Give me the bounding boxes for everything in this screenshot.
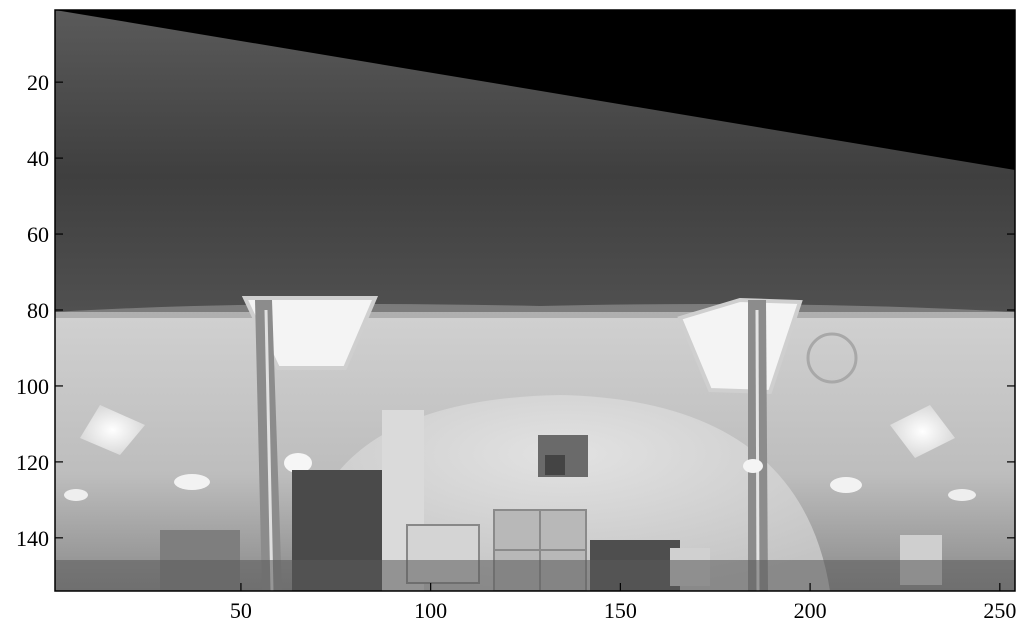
small-light bbox=[743, 459, 763, 473]
small-light bbox=[174, 474, 210, 490]
x-tick-label: 100 bbox=[414, 598, 447, 623]
small-light bbox=[64, 489, 88, 501]
x-tick-label: 150 bbox=[604, 598, 637, 623]
left-ceiling-light bbox=[80, 405, 145, 455]
x-axis: 50 100 150 200 250 bbox=[230, 10, 1016, 623]
y-tick-label: 140 bbox=[16, 526, 49, 551]
round-vent bbox=[806, 332, 858, 384]
image-content bbox=[55, 10, 1015, 591]
x-tick-label: 200 bbox=[794, 598, 827, 623]
y-tick-label: 60 bbox=[27, 222, 49, 247]
right-pendant-light bbox=[677, 297, 803, 395]
black-region bbox=[55, 10, 1015, 170]
small-light bbox=[284, 453, 312, 473]
plot-frame bbox=[54, 9, 1016, 592]
y-axis: 20 40 60 80 100 120 140 bbox=[16, 70, 1015, 551]
x-tick-label: 50 bbox=[230, 598, 252, 623]
small-light bbox=[948, 489, 976, 501]
right-ceiling-light bbox=[890, 405, 955, 458]
desk bbox=[55, 560, 1015, 591]
y-tick-label: 80 bbox=[27, 298, 49, 323]
x-tick-label: 250 bbox=[983, 598, 1016, 623]
y-tick-label: 40 bbox=[27, 146, 49, 171]
y-tick-label: 100 bbox=[16, 374, 49, 399]
y-tick-label: 20 bbox=[27, 70, 49, 95]
small-light bbox=[830, 477, 862, 493]
y-tick-label: 120 bbox=[16, 450, 49, 475]
